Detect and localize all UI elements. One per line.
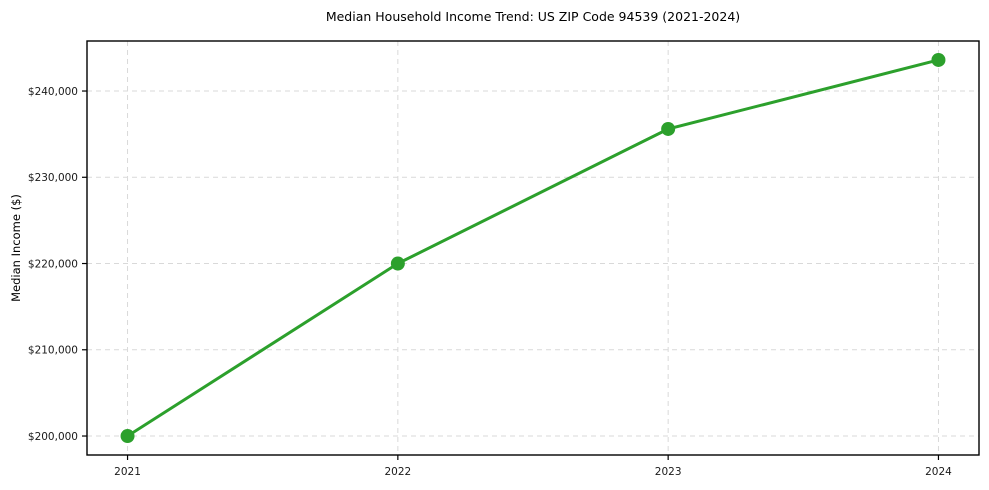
x-tick-label: 2023 — [655, 466, 682, 478]
x-tick-label: 2022 — [384, 466, 411, 478]
y-tick-label: $240,000 — [28, 86, 78, 98]
y-tick-label: $210,000 — [28, 345, 78, 357]
y-tick-label: $230,000 — [28, 172, 78, 184]
data-point-2021 — [120, 429, 135, 444]
y-tick-label: $200,000 — [28, 431, 78, 443]
data-point-2024 — [931, 52, 946, 67]
data-point-2022 — [390, 256, 405, 271]
chart-title: Median Household Income Trend: US ZIP Co… — [325, 9, 741, 24]
x-tick-label: 2024 — [925, 466, 952, 478]
y-tick-label: $220,000 — [28, 258, 78, 270]
income-trend-line — [126, 58, 940, 438]
data-point-2023 — [661, 121, 676, 136]
plot-border — [86, 40, 980, 456]
x-tick-label: 2021 — [114, 466, 141, 478]
